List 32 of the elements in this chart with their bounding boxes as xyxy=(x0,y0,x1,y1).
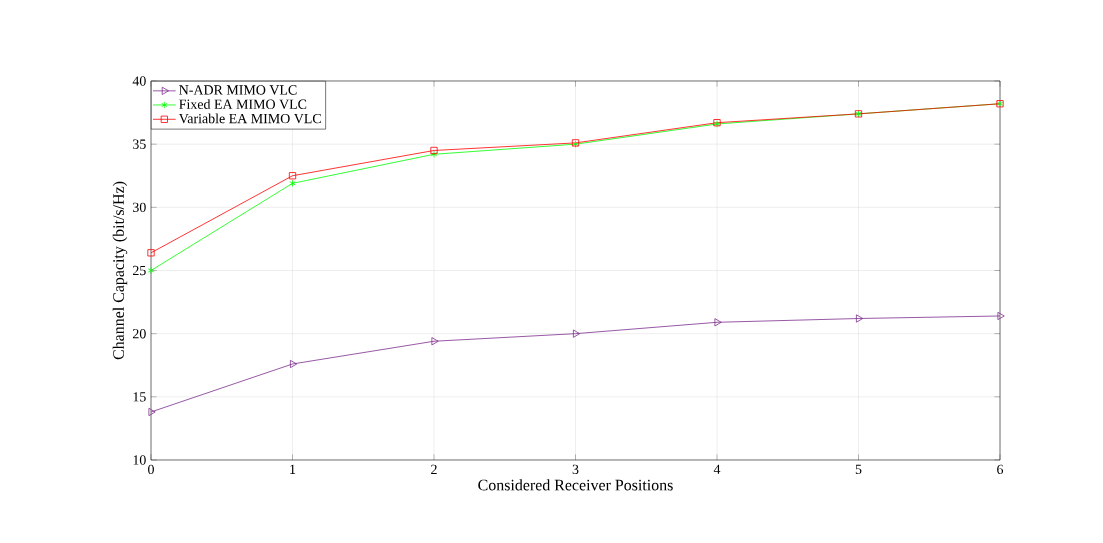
legend-label: Fixed EA MIMO VLC xyxy=(179,99,307,110)
point xyxy=(714,318,722,327)
x-tick-label: 3 xyxy=(572,464,579,475)
point xyxy=(572,329,581,338)
point xyxy=(430,150,438,158)
point xyxy=(431,337,439,346)
y-tick-label: 35 xyxy=(133,139,146,149)
point xyxy=(288,172,297,180)
legend-label: N-ADR MIMO VLC xyxy=(179,85,297,95)
point xyxy=(430,146,438,155)
y-tick-label: 25 xyxy=(132,265,146,276)
point xyxy=(147,266,155,275)
point xyxy=(148,407,156,417)
legend-label: Variable EA MIMO VLC xyxy=(178,113,321,124)
y-tick-label: 40 xyxy=(132,76,146,86)
y-tick-label: 20 xyxy=(132,328,146,339)
point xyxy=(997,311,1005,321)
point xyxy=(289,179,296,187)
y-tick-label: 10 xyxy=(133,455,146,465)
point xyxy=(855,314,864,323)
point xyxy=(289,359,298,369)
x-tick-label: 1 xyxy=(290,464,296,474)
x-axis-title: Considered Receiver Positions xyxy=(478,479,673,491)
x-tick-label: 4 xyxy=(713,464,721,474)
point xyxy=(147,249,155,257)
x-tick-label: 6 xyxy=(997,464,1004,475)
y-tick-label: 30 xyxy=(133,202,146,213)
x-tick-label: 0 xyxy=(148,464,154,475)
x-tick-label: 5 xyxy=(855,464,862,474)
y-tick-label: 15 xyxy=(133,392,146,402)
x-tick-label: 2 xyxy=(431,464,437,474)
y-axis-title: Channel Capacity (bit/s/Hz) xyxy=(112,181,128,360)
